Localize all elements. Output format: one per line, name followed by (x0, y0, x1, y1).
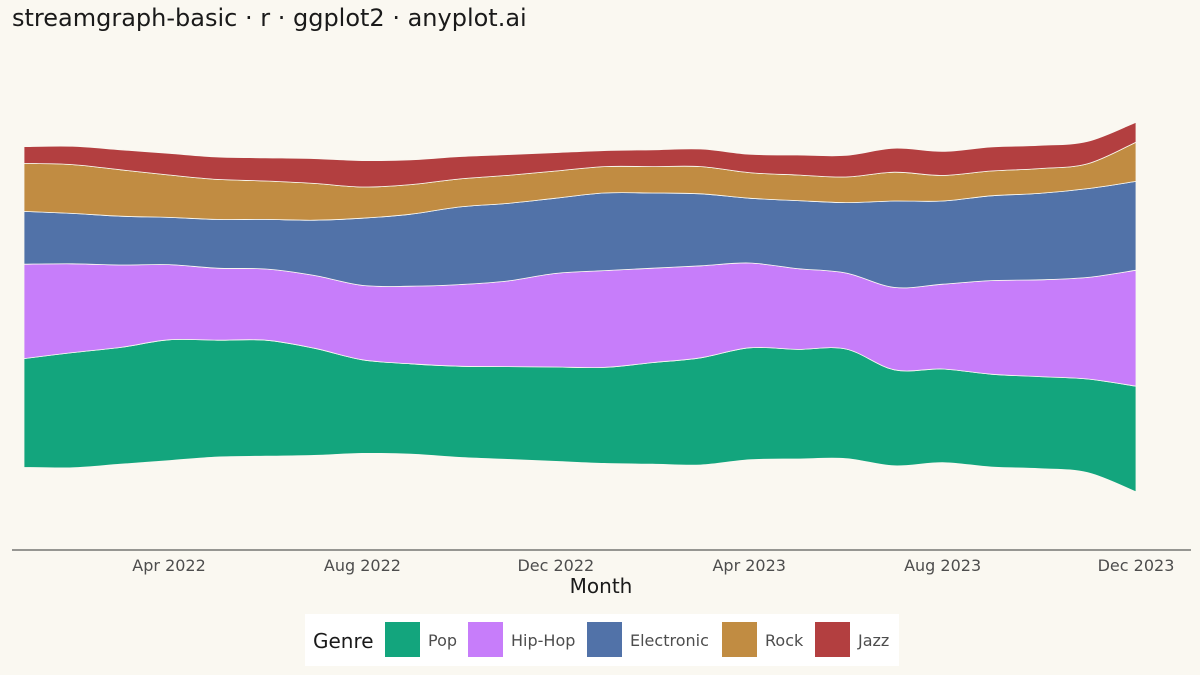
stream-areas (23, 121, 1137, 493)
chart-title: streamgraph-basic · r · ggplot2 · anyplo… (12, 4, 527, 32)
legend-title: Genre (313, 629, 374, 653)
legend-label-jazz: Jazz (857, 631, 889, 650)
stream-area-jazz (23, 121, 1137, 188)
x-tick-label: Apr 2022 (132, 556, 205, 575)
x-axis-title: Month (570, 574, 633, 598)
legend-label-rock: Rock (765, 631, 804, 650)
legend-key-electronic (587, 622, 622, 657)
legend-label-electronic: Electronic (630, 631, 709, 650)
legend: Genre Pop Hip-Hop Electronic Rock Jazz (305, 614, 899, 666)
legend-key-pop (385, 622, 420, 657)
legend-key-jazz (815, 622, 850, 657)
x-tick-label: Apr 2023 (712, 556, 785, 575)
legend-key-hip-hop (468, 622, 503, 657)
legend-label-pop: Pop (428, 631, 457, 650)
legend-key-rock (722, 622, 757, 657)
x-axis-ticks: Apr 2022 Aug 2022 Dec 2022 Apr 2023 Aug 2023… (132, 556, 1174, 575)
legend-label-hip-hop: Hip-Hop (511, 631, 575, 650)
x-tick-label: Dec 2022 (517, 556, 594, 575)
x-tick-label: Aug 2022 (324, 556, 401, 575)
x-tick-label: Aug 2023 (904, 556, 981, 575)
x-tick-label: Dec 2023 (1098, 556, 1175, 575)
